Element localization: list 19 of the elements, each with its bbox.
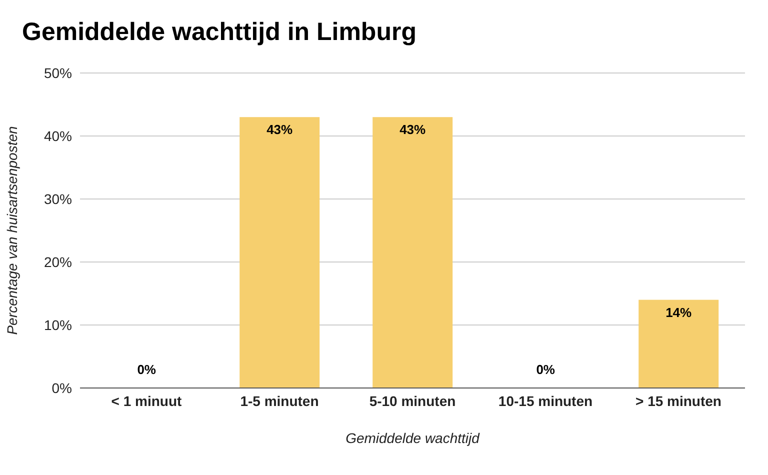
y-tick-label: 10%: [44, 316, 72, 333]
y-tick-label: 20%: [44, 254, 72, 270]
data-label: 43%: [266, 122, 294, 138]
y-tick-label: 0%: [52, 380, 72, 396]
y-tick-label: 40%: [44, 128, 72, 144]
x-tick-label: < 1 minuut: [111, 392, 182, 409]
y-tick-label: 30%: [44, 190, 72, 207]
data-label: 43%: [400, 122, 426, 138]
y-tick-label: 50%: [44, 64, 72, 81]
y-axis-title: Percentage van huisartsenposten: [4, 126, 20, 335]
data-label: 0%: [536, 362, 556, 377]
x-tick-label: > 15 minuten: [636, 392, 722, 409]
data-label: 14%: [666, 304, 692, 320]
x-tick-label: 10-15 minuten: [498, 392, 593, 409]
x-tick-label: 5-10 minuten: [369, 392, 456, 409]
x-tick-label: 1-5 minuten: [240, 392, 319, 409]
x-axis-title: Gemiddelde wachttijd: [346, 430, 481, 446]
data-label: 0%: [137, 362, 156, 377]
chart-title: Gemiddelde wachttijd in Limburg: [22, 18, 416, 47]
